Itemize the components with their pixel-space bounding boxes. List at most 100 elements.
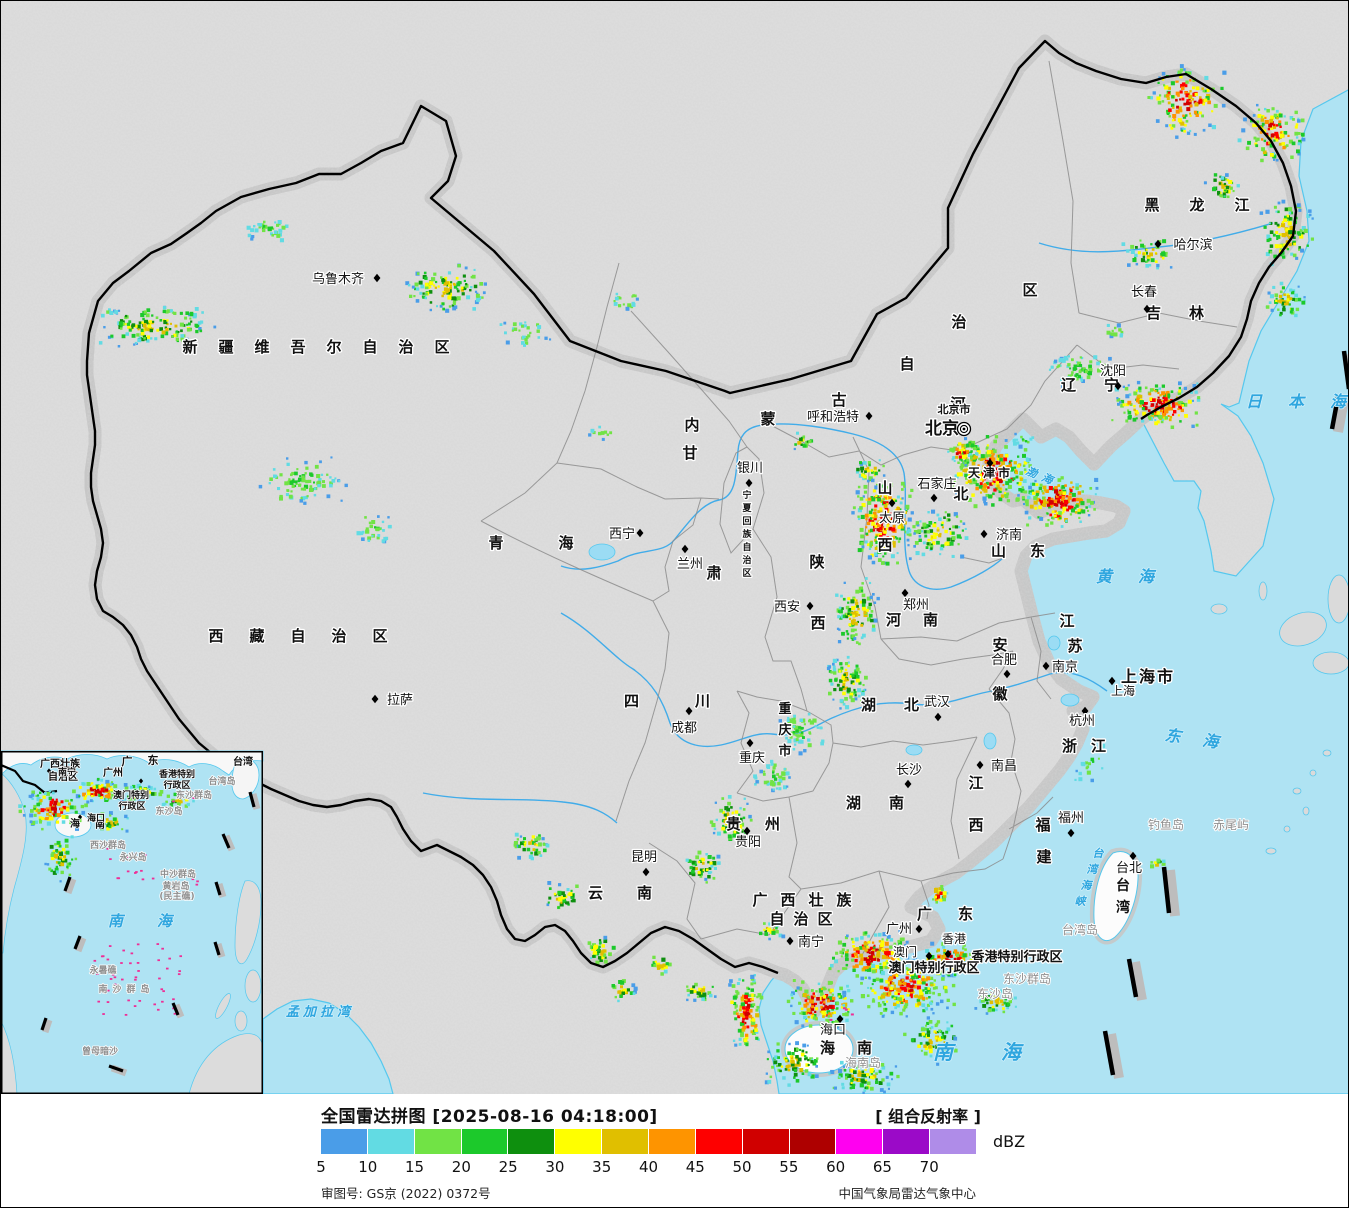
city-哈尔滨: 哈尔滨 — [1154, 236, 1214, 254]
city-marker-diamond — [371, 694, 379, 704]
province-label: 上海市 — [1121, 667, 1175, 686]
province-label: 江 — [1059, 612, 1074, 630]
dbz-tick-20: 20 — [451, 1158, 471, 1176]
city-拉萨: 拉萨 — [371, 692, 414, 709]
inset-dash-shadow — [64, 877, 77, 895]
dbz-scale-values: 5 10 15 20 25 30 35 40 45 50 55 60 65 70 — [316, 1158, 981, 1178]
echo-cluster — [1147, 64, 1227, 139]
city-合肥: 合肥 — [990, 652, 1018, 679]
dbz-color-65 — [883, 1129, 930, 1154]
dbz-color-5 — [321, 1129, 367, 1154]
inset-dash-shadow — [74, 936, 87, 953]
echo-cluster — [1012, 432, 1035, 446]
city-长沙: 长沙 — [895, 762, 923, 789]
city-南京: 南京 — [1042, 658, 1079, 676]
province-label: 重 — [778, 701, 791, 717]
echo-cluster — [903, 1016, 958, 1066]
city-南昌: 南昌 — [976, 757, 1018, 775]
city-marker-diamond — [904, 779, 912, 789]
echo-cluster — [855, 459, 885, 482]
city-marker-diamond — [636, 528, 644, 538]
city-marker-diamond — [46, 768, 52, 774]
province-label: 台 — [1116, 877, 1130, 894]
province-label: 族 — [742, 528, 752, 540]
echo-cluster — [685, 850, 721, 884]
city-marker-diamond — [930, 493, 938, 503]
echo-cluster — [161, 792, 195, 808]
echo-cluster — [947, 440, 981, 468]
province-label: 肃 — [706, 564, 721, 582]
echo-cluster — [786, 979, 854, 1030]
province-label: 古 — [831, 391, 846, 409]
province-label: 治 — [742, 554, 751, 566]
city-西安: 西安 — [773, 599, 814, 616]
city-呼和浩特: 呼和浩特 — [806, 409, 873, 426]
city-marker-diamond — [642, 867, 650, 877]
map-label-layer: 日本海黄海东海南海渤海孟加拉湾台湾海峡东沙群岛东沙岛钓鱼岛赤尾屿台湾岛海南岛黑龙… — [181, 195, 1349, 1071]
dbz-tick-10: 10 — [358, 1158, 378, 1176]
province-label: 自 — [899, 355, 914, 373]
province-label: 贵州 — [726, 815, 804, 833]
undefined-boundary-dash — [1161, 866, 1172, 914]
province-label: 自 — [742, 541, 751, 553]
sea-label: 日本海 — [1246, 392, 1349, 411]
city-澳门: 澳门 — [892, 943, 933, 960]
city-label: 石家庄 — [917, 476, 956, 492]
inset-dash-shadow — [249, 793, 261, 810]
city-沈阳: 沈阳 — [1099, 363, 1127, 391]
echo-cluster — [546, 881, 579, 910]
city-label: 沈阳 — [1100, 364, 1126, 379]
province-label: 北京市 — [938, 402, 971, 416]
city-贵阳: 贵阳 — [734, 826, 762, 851]
city-marker-diamond — [986, 458, 994, 468]
echo-cluster — [72, 777, 119, 804]
province-label: 自治区 — [769, 910, 841, 928]
echo-cluster — [513, 832, 550, 861]
echo-cluster — [974, 987, 1017, 1015]
dbz-color-10 — [367, 1129, 414, 1154]
echo-cluster — [1021, 473, 1099, 528]
city-marker-diamond — [786, 936, 794, 946]
city-label: 海口 — [820, 1023, 846, 1038]
inset-label: 广西壮族 — [40, 757, 81, 770]
inset-island-marks — [93, 943, 183, 1016]
city-label: 哈尔滨 — [1173, 237, 1212, 253]
city-marker-diamond — [901, 588, 909, 598]
city-marker-diamond — [1143, 304, 1151, 314]
foreign-islands — [1210, 574, 1348, 855]
province-label: 广东 — [917, 905, 999, 923]
dbz-tick-40: 40 — [638, 1158, 659, 1176]
city-marker-diamond — [1154, 239, 1162, 249]
inset-nine-dash — [171, 1002, 180, 1016]
city-marker-diamond — [1129, 851, 1137, 861]
inset-label: 台湾岛 — [208, 775, 235, 787]
echo-cluster — [728, 974, 764, 1047]
city-石家庄: 石家庄 — [916, 475, 958, 503]
city-兰州: 兰州 — [676, 544, 704, 573]
city-marker-diamond — [685, 706, 693, 716]
province-label: 陕 — [809, 553, 824, 571]
city-乌鲁木齐: 乌鲁木齐 — [311, 270, 381, 288]
dbz-color-50 — [742, 1129, 789, 1154]
echo-cluster — [860, 963, 956, 1018]
city-北京 — [956, 421, 972, 437]
echo-cluster — [356, 515, 392, 544]
dbz-tick-65: 65 — [872, 1158, 892, 1176]
dbz-tick-60: 60 — [826, 1158, 846, 1176]
inset-label: 海 — [70, 817, 80, 830]
echo-cluster — [835, 577, 880, 646]
lakes — [588, 543, 1080, 756]
city-银川: 银川 — [736, 460, 764, 488]
inset-nine-dash — [108, 1064, 124, 1073]
city-广州: 广州 — [885, 921, 923, 938]
city-label: 昆明 — [631, 850, 657, 865]
sea-label: 孟加拉湾 — [286, 1004, 354, 1020]
inset-nine-dash — [40, 1017, 48, 1031]
province-label: 建 — [1036, 848, 1052, 866]
city-label: 呼和浩特 — [807, 410, 859, 425]
echo-cluster — [826, 655, 868, 710]
island-label: 东沙岛 — [977, 986, 1013, 1001]
echo-cluster — [1106, 323, 1124, 339]
inset-label: 台湾 — [233, 755, 253, 768]
